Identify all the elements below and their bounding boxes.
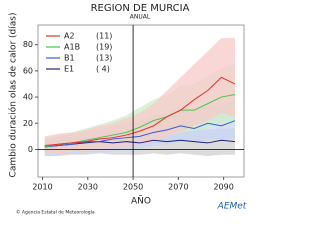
chart-title: REGION DE MURCIA bbox=[91, 3, 190, 14]
x-axis-label: AÑO bbox=[131, 196, 151, 207]
source: © Agencia Estatal de Meteorología bbox=[16, 209, 95, 216]
y-axis-label: Cambio duración olas de calor (días) bbox=[8, 13, 19, 178]
y-tick-label: 60 bbox=[23, 66, 33, 75]
x-tick-label: 2050 bbox=[123, 183, 143, 192]
legend-label: A2 bbox=[64, 32, 75, 41]
series-line bbox=[44, 120, 236, 148]
y-tick-label: 80 bbox=[23, 40, 33, 49]
chart: REGION DE MURCIA ANUAL Cambio duración o… bbox=[7, 3, 247, 216]
x-tick-label: 2010 bbox=[32, 183, 52, 192]
legend-label: B1 bbox=[64, 54, 75, 63]
series-line bbox=[44, 76, 236, 147]
x-tick-label: 2030 bbox=[78, 183, 98, 192]
legend-count: (19) bbox=[96, 43, 112, 52]
x-tick-label: 2070 bbox=[168, 183, 188, 192]
legend-count: ( 4) bbox=[96, 65, 110, 74]
logo: AEMet bbox=[217, 202, 247, 212]
legend-count: (11) bbox=[96, 32, 112, 41]
legend-label: A1B bbox=[64, 43, 80, 52]
uncertainty-band bbox=[44, 38, 235, 154]
legend-label: E1 bbox=[64, 65, 74, 74]
legend-count: (13) bbox=[96, 54, 112, 63]
chart-subtitle: ANUAL bbox=[130, 14, 151, 21]
y-tick-label: 0 bbox=[28, 145, 33, 154]
y-tick-label: 20 bbox=[23, 119, 33, 128]
y-tick-label: 40 bbox=[23, 93, 33, 102]
x-tick-label: 2090 bbox=[213, 183, 233, 192]
